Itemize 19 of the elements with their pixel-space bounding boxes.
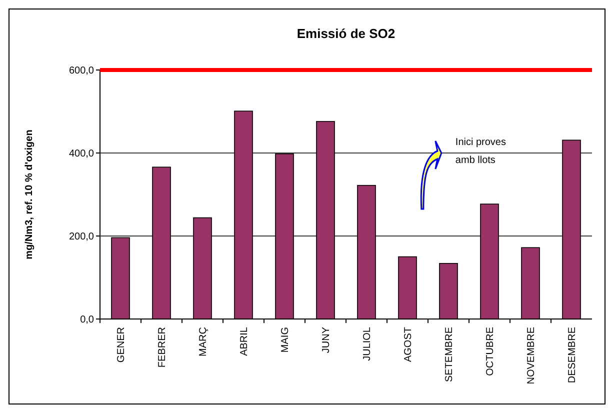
x-tick-label: OCTUBRE xyxy=(485,326,496,376)
chart-title: Emissió de SO2 xyxy=(296,26,396,41)
x-tick-label: MARÇ xyxy=(198,327,209,356)
x-tick-label: GENER xyxy=(116,327,127,363)
y-tick-label: 200,0 xyxy=(68,232,94,242)
x-tick-label: SETEMBRE xyxy=(444,326,455,382)
y-tick-label: 400,0 xyxy=(68,148,94,160)
x-tick-label: JUNY xyxy=(321,326,332,354)
y-tick-label: 0,0 xyxy=(80,314,94,326)
y-tick-label: 600,0 xyxy=(68,66,94,76)
x-tick-label: AGOST xyxy=(403,327,414,362)
x-tick-label: ABRIL xyxy=(239,326,250,356)
x-tick-label: MAIG xyxy=(280,326,291,353)
x-tick-label: JULIOL xyxy=(362,326,373,361)
annotation: Inici proves amb llots xyxy=(455,137,506,166)
y-axis-title: mg/Nm3, ref. 10 % d'oxigen xyxy=(24,130,35,260)
x-tick-label: NOVEMBRE xyxy=(526,326,537,384)
x-tick-label: DESEMBRE xyxy=(567,326,578,384)
x-tick-label: FEBRER xyxy=(157,327,168,368)
